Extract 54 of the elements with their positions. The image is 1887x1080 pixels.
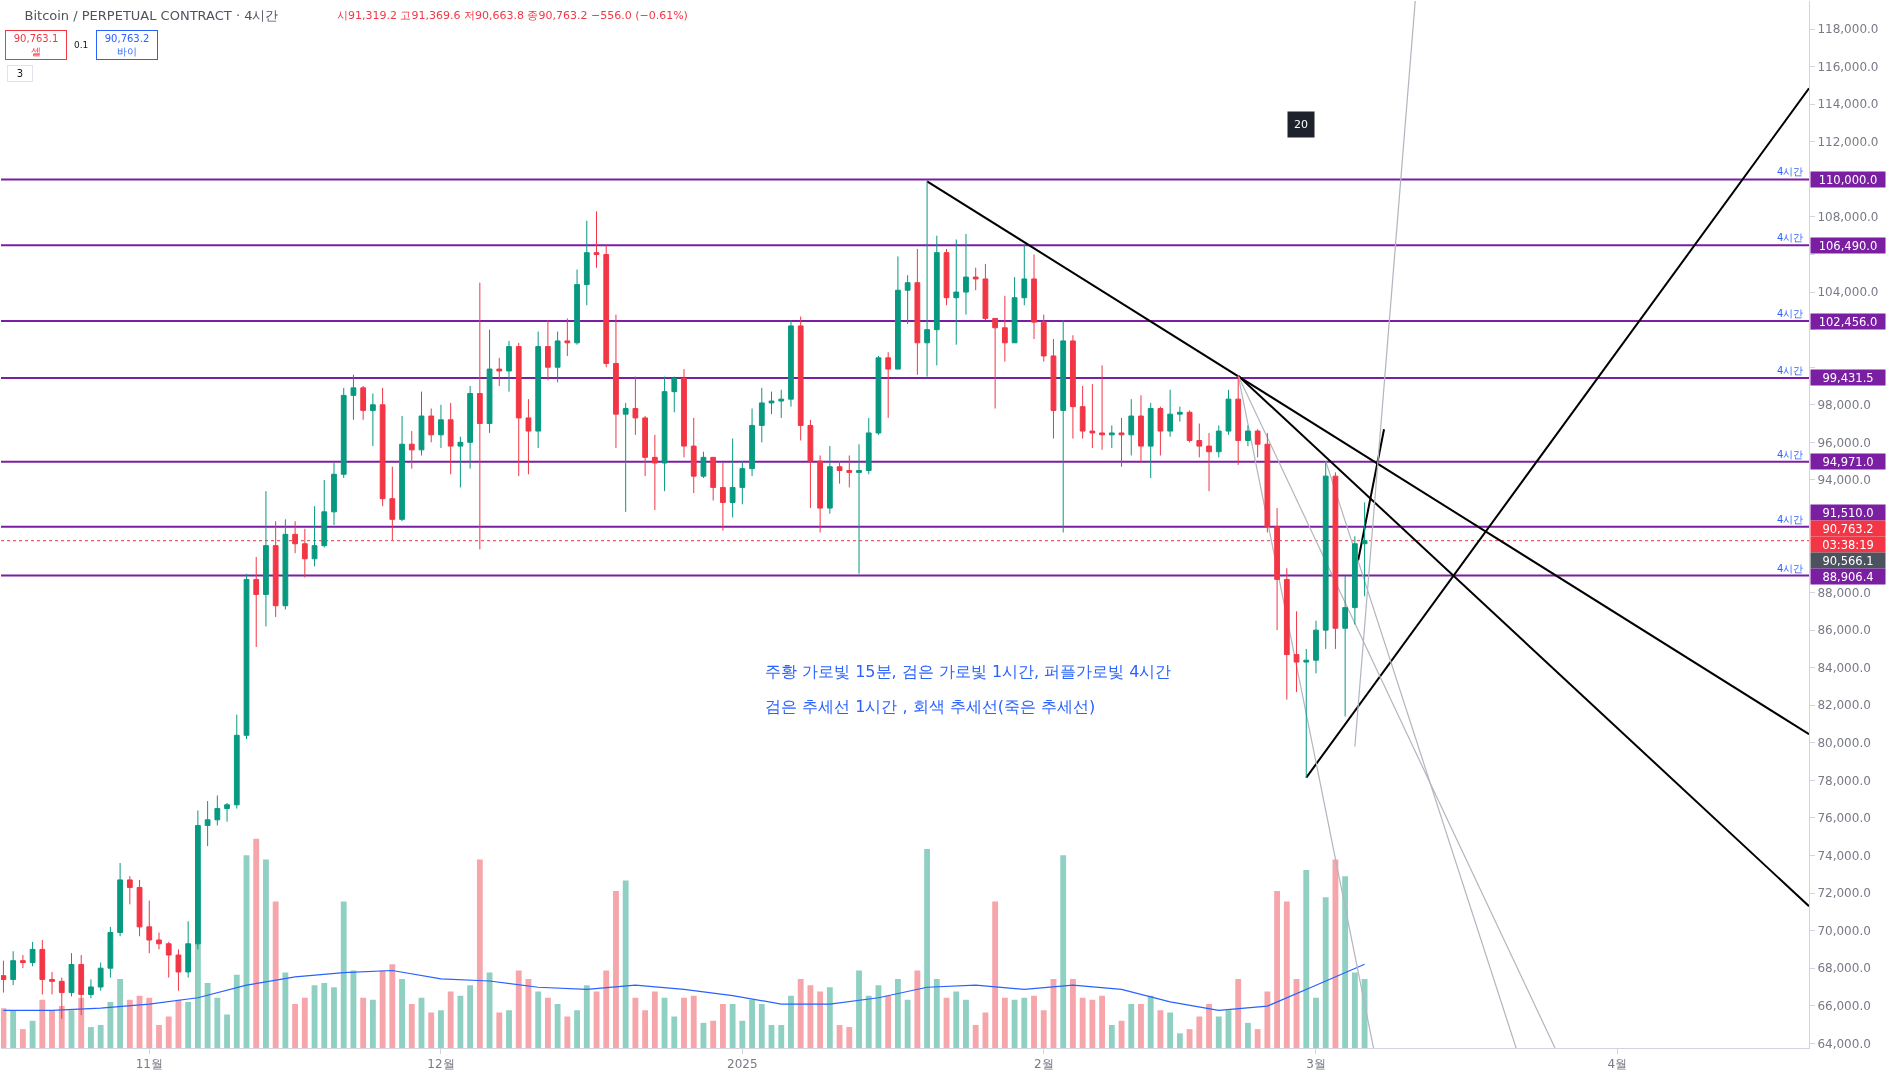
ref-line-label: 4시간 <box>1777 449 1804 460</box>
text: 90,566.1 <box>1822 553 1874 568</box>
text: 99,431.5 <box>1822 370 1874 385</box>
text: 102,456.0 <box>1818 314 1878 329</box>
y-tick-label: 70,000.0 <box>1817 923 1871 938</box>
annotation: 90,763.2 바이 <box>104 33 150 57</box>
annotation: 주황 가로빛 15분, 검은 가로빛 1시간, 퍼플가로빛 4시간 <box>765 662 1172 681</box>
y-tick-label: 80,000.0 <box>1817 736 1871 751</box>
y-tick-label: 108,000.0 <box>1817 210 1879 225</box>
text: 106,490.0 <box>1818 238 1878 253</box>
y-tick-label: 96,000.0 <box>1817 435 1871 450</box>
y-tick-label: 68,000.0 <box>1817 961 1871 976</box>
text: 94,971.0 <box>1822 454 1874 469</box>
annotation: 3 <box>16 68 24 79</box>
x-tick-label: 2월 <box>1033 1057 1054 1072</box>
text: 90,763.2 <box>1822 521 1874 536</box>
x-tick-label: 11월 <box>135 1057 163 1072</box>
x-tick-label: 2025 <box>727 1057 758 1072</box>
y-tick-label: 114,000.0 <box>1817 97 1879 112</box>
y-tick-label: 74,000.0 <box>1817 848 1871 863</box>
y-tick-label: 98,000.0 <box>1817 397 1871 412</box>
y-tick-label: 84,000.0 <box>1817 660 1871 675</box>
y-tick-label: 76,000.0 <box>1817 811 1871 826</box>
ref-line-label: 4시간 <box>1777 232 1804 243</box>
annotation: 0.1 <box>74 40 89 50</box>
ref-line-label: 4시간 <box>1777 166 1804 177</box>
x-tick-label: 3월 <box>1306 1057 1326 1072</box>
ref-line-label: 4시간 <box>1777 514 1804 525</box>
text: 88,906.4 <box>1822 569 1874 584</box>
y-tick-label: 66,000.0 <box>1817 998 1871 1013</box>
y-tick-label: 112,000.0 <box>1817 135 1879 150</box>
y-tick-label: 88,000.0 <box>1817 585 1871 600</box>
text: 91,510.0 <box>1822 505 1874 520</box>
y-tick-label: 94,000.0 <box>1817 473 1871 488</box>
ref-line-label: 4시간 <box>1777 308 1804 319</box>
annotation: 90,763.1 셀 <box>13 33 59 57</box>
text: Bitcoin / PERPETUAL CONTRACT · 4시간 <box>24 7 279 23</box>
ref-line-label: 4시간 <box>1777 365 1804 376</box>
annotation: 검은 추세선 1시간 , 회색 추세선(죽은 추세선) <box>765 697 1096 716</box>
y-tick-label: 86,000.0 <box>1817 623 1871 638</box>
y-tick-label: 78,000.0 <box>1817 773 1871 788</box>
ref-line-label: 4시간 <box>1777 563 1804 574</box>
y-tick-label: 104,000.0 <box>1817 285 1879 300</box>
text: 03:38:19 <box>1822 537 1874 552</box>
y-tick-label: 64,000.0 <box>1817 1036 1871 1051</box>
text: 시91,319.2 고91,369.6 저90,663.8 종90,763.2 −556.0 (−0.61%) <box>337 9 688 22</box>
y-tick-label: 118,000.0 <box>1817 22 1879 37</box>
y-tick-label: 82,000.0 <box>1817 698 1871 713</box>
text: 110,000.0 <box>1818 172 1878 187</box>
annotation: 20 <box>1294 118 1308 131</box>
y-tick-label: 116,000.0 <box>1817 59 1879 74</box>
x-tick-label: 12월 <box>427 1057 455 1072</box>
x-tick-label: 4월 <box>1607 1057 1628 1072</box>
y-tick-label: 72,000.0 <box>1817 886 1871 901</box>
